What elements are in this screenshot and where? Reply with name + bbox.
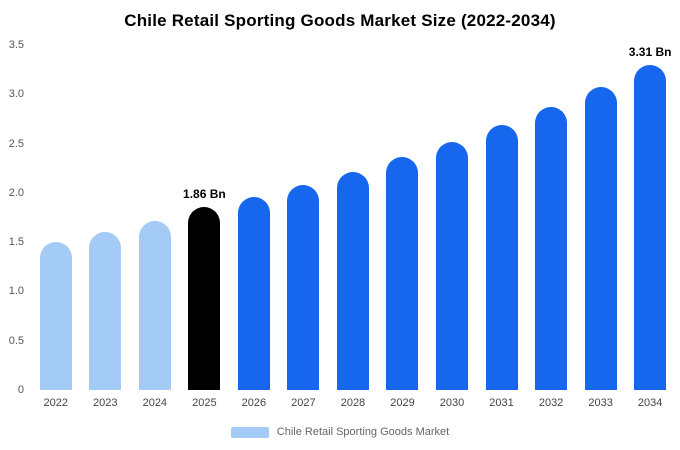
bar-2027	[287, 184, 320, 390]
bar-2025	[188, 206, 221, 390]
bar-slot-2033	[576, 45, 626, 390]
x-tick-2031: 2031	[489, 397, 514, 409]
bar-slot-2026	[229, 45, 279, 390]
bar-slot-2023	[81, 45, 131, 390]
bar-2022	[39, 242, 72, 390]
bar-2032	[535, 107, 568, 390]
x-tick-2026: 2026	[241, 397, 267, 409]
x-tick-2023: 2023	[93, 397, 118, 409]
value-label-2025: 1.86 Bn	[183, 186, 226, 201]
x-axis: 2022 2023 2024 2025 2026 2027 2028 2029 2030 2031…	[31, 397, 675, 409]
bar-2023	[89, 232, 122, 390]
bar-2026	[237, 196, 270, 390]
y-axis: 3.5 3.0 2.5 2.0 1.5 1.0 0.5 0	[0, 39, 27, 396]
bar-2033	[584, 87, 617, 390]
bar-slot-2025: 1.86 Bn	[180, 45, 230, 390]
bar-slot-2032	[526, 45, 576, 390]
plot-area: 1.86 Bn 3.31 Bn	[31, 45, 675, 390]
bar-slot-2029	[378, 45, 428, 390]
y-tick-1.0: 1.0	[8, 285, 24, 298]
x-tick-2022: 2022	[43, 397, 68, 409]
bar-2024	[138, 221, 171, 390]
bar-2034	[634, 65, 667, 390]
y-tick-0.5: 0.5	[8, 334, 24, 347]
bar-slot-2031	[477, 45, 527, 390]
x-tick-2024: 2024	[142, 397, 168, 409]
y-tick-3.5: 3.5	[8, 39, 24, 51]
bar-slot-2028	[328, 45, 378, 390]
bar-2030	[436, 141, 469, 390]
chart-title: Chile Retail Sporting Goods Market Size …	[124, 11, 556, 30]
bar-slot-2030	[427, 45, 477, 390]
x-tick-2032: 2032	[538, 397, 564, 409]
x-tick-2034: 2034	[637, 397, 663, 409]
x-tick-2029: 2029	[390, 397, 415, 409]
legend-swatch	[230, 426, 269, 438]
x-tick-2025: 2025	[192, 397, 217, 409]
legend-label: Chile Retail Sporting Goods Market	[276, 426, 450, 438]
bar-series: 1.86 Bn 3.31 Bn	[31, 45, 675, 390]
y-tick-3.0: 3.0	[8, 88, 24, 101]
x-tick-2028: 2028	[340, 397, 366, 409]
bar-2031	[485, 124, 518, 390]
y-tick-1.5: 1.5	[8, 236, 24, 249]
bar-slot-2022	[31, 45, 81, 390]
bar-2028	[336, 172, 369, 390]
legend: Chile Retail Sporting Goods Market	[0, 426, 680, 438]
y-tick-0: 0	[17, 384, 24, 396]
bar-2029	[386, 157, 419, 390]
value-label-2034: 3.31 Bn	[628, 45, 672, 59]
x-tick-2033: 2033	[588, 397, 613, 409]
bar-slot-2027	[279, 45, 329, 390]
x-tick-2030: 2030	[439, 397, 465, 409]
y-tick-2.5: 2.5	[8, 137, 24, 150]
y-tick-2.0: 2.0	[8, 186, 24, 199]
bar-slot-2024	[130, 45, 180, 390]
bar-slot-2034: 3.31 Bn	[625, 45, 675, 390]
x-tick-2027: 2027	[291, 397, 316, 409]
